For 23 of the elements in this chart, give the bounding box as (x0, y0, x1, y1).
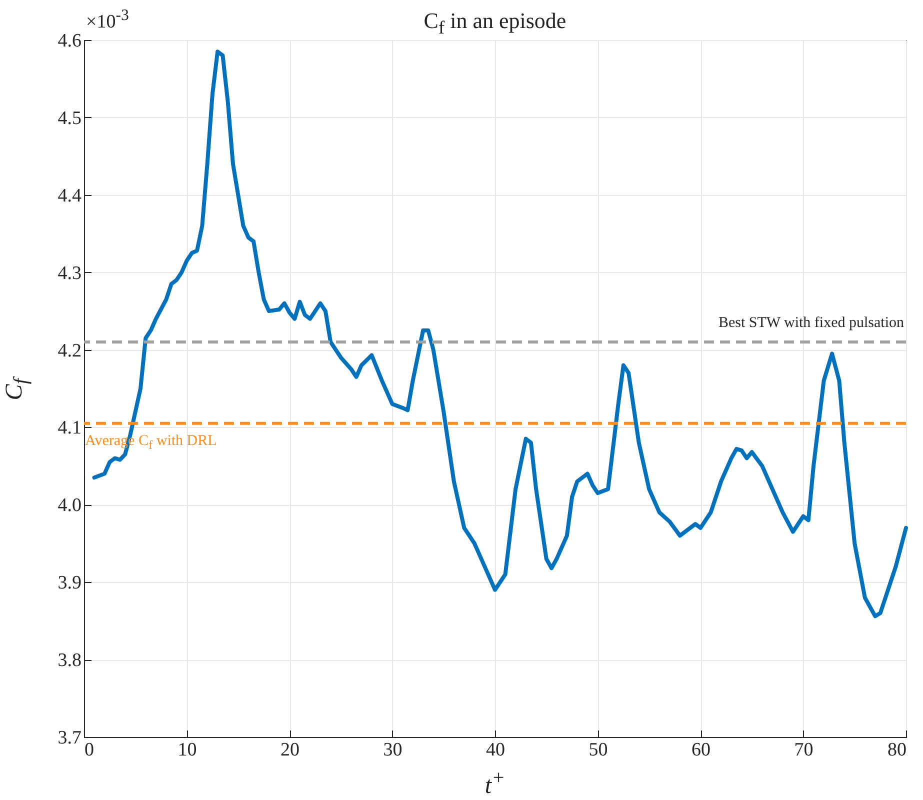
y-tick-label: 3.8 (58, 650, 82, 672)
y-tick-label: 4.3 (58, 262, 82, 284)
y-tick-label: 3.9 (58, 572, 82, 594)
y-tick-label: 3.7 (58, 728, 82, 748)
ref-line-label: Best STW with fixed pulsation (718, 315, 904, 332)
x-tick-label: 50 (588, 740, 608, 760)
x-tick-label: 60 (692, 740, 710, 760)
x-tick-label: 0 (84, 740, 94, 760)
text: ×10$^{-3}$ (86, 7, 129, 32)
x-axis-title: t$^{+}$ (484, 767, 506, 799)
y-tick-label: 4.5 (58, 108, 82, 129)
x-tick-label: 70 (794, 740, 814, 760)
y-tick-label: 4.0 (58, 495, 82, 516)
y-tick-label: 4.1 (58, 418, 82, 439)
y-tick-label: 4.2 (58, 340, 82, 362)
chart-title: C$_{f}$ in an episode (424, 8, 566, 38)
x-tick-label: 40 (486, 740, 505, 760)
x-tick-label: 80 (888, 740, 906, 760)
y-tick-label: 4.6 (58, 30, 82, 52)
y-tick-label: 4.4 (58, 185, 82, 206)
x-tick-label: 20 (280, 740, 300, 760)
x-tick-label: 30 (383, 740, 402, 760)
x-tick-label: 10 (178, 740, 197, 760)
